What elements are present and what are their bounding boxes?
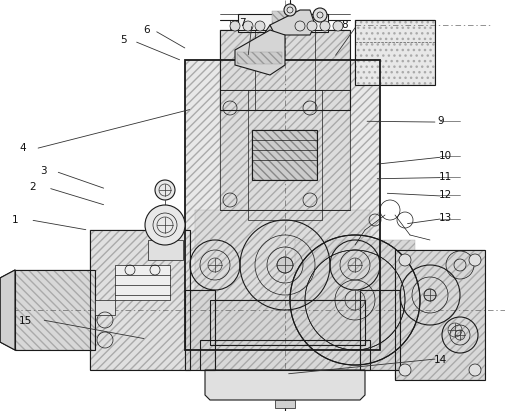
Bar: [237, 14, 327, 32]
Bar: [185, 290, 215, 370]
Text: 12: 12: [438, 190, 451, 200]
Text: 3: 3: [39, 166, 46, 175]
Bar: [255, 30, 315, 110]
Bar: [220, 90, 349, 210]
Circle shape: [276, 257, 292, 273]
Text: 6: 6: [143, 25, 150, 35]
Text: 8: 8: [340, 20, 347, 30]
Polygon shape: [205, 370, 364, 400]
Circle shape: [319, 21, 329, 31]
Text: 13: 13: [438, 213, 451, 223]
Bar: [15, 270, 95, 350]
Bar: [247, 42, 270, 70]
Circle shape: [230, 21, 239, 31]
Bar: [185, 60, 379, 350]
Bar: [15, 270, 95, 350]
Bar: [115, 265, 170, 300]
Text: 4: 4: [19, 143, 26, 153]
Text: 1: 1: [12, 215, 19, 225]
Polygon shape: [270, 10, 315, 35]
Bar: [185, 290, 215, 370]
Circle shape: [468, 364, 480, 376]
Bar: [251, 130, 316, 180]
Polygon shape: [244, 25, 274, 70]
Text: 15: 15: [19, 316, 32, 326]
Bar: [95, 300, 115, 315]
Circle shape: [423, 289, 435, 301]
Bar: [394, 250, 484, 380]
Bar: [147, 240, 183, 260]
Bar: [220, 90, 349, 210]
Bar: [272, 11, 309, 33]
Bar: [294, 240, 414, 360]
Text: 11: 11: [438, 172, 451, 182]
Circle shape: [398, 364, 410, 376]
Circle shape: [313, 8, 326, 22]
Circle shape: [155, 180, 175, 200]
Bar: [236, 52, 281, 64]
Bar: [355, 20, 434, 85]
Bar: [359, 290, 399, 370]
Bar: [90, 230, 189, 370]
Bar: [194, 210, 369, 310]
Circle shape: [468, 254, 480, 266]
Bar: [199, 340, 369, 370]
Bar: [247, 90, 321, 220]
Bar: [251, 130, 316, 180]
Bar: [90, 230, 189, 370]
Bar: [355, 20, 434, 85]
Text: 2: 2: [29, 182, 36, 192]
Circle shape: [255, 21, 265, 31]
Circle shape: [242, 21, 252, 31]
Circle shape: [145, 205, 185, 245]
Bar: [185, 60, 379, 350]
Text: 14: 14: [433, 355, 446, 365]
Bar: [359, 290, 399, 370]
Polygon shape: [0, 270, 15, 350]
Bar: [220, 30, 349, 110]
Text: 7: 7: [239, 18, 246, 28]
Bar: [210, 300, 364, 345]
Bar: [394, 250, 484, 380]
Circle shape: [307, 21, 316, 31]
Circle shape: [398, 254, 410, 266]
Circle shape: [294, 21, 305, 31]
Text: 9: 9: [436, 116, 443, 126]
Bar: [274, 400, 294, 408]
Bar: [220, 30, 349, 110]
Bar: [210, 300, 364, 345]
Circle shape: [332, 21, 342, 31]
Bar: [199, 340, 369, 370]
Text: 10: 10: [438, 151, 451, 161]
Text: 5: 5: [120, 35, 127, 45]
Polygon shape: [234, 30, 284, 75]
Circle shape: [283, 4, 295, 16]
